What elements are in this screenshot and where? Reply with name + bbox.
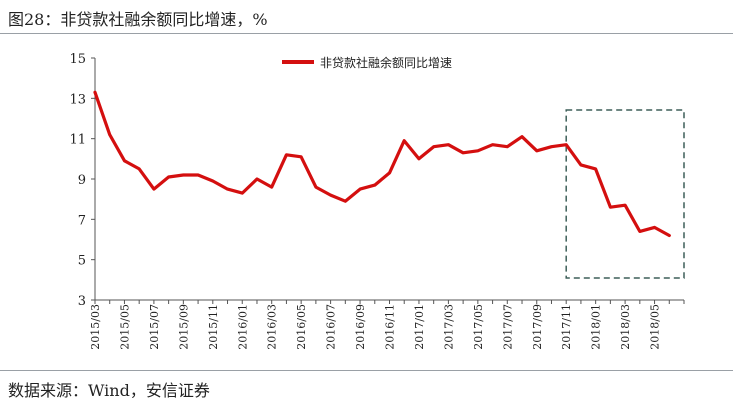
data-point [300, 155, 303, 158]
data-point [638, 230, 641, 233]
x-tick-label: 2018/03 [619, 304, 632, 350]
data-point [565, 143, 568, 146]
y-tick-label: 7 [78, 213, 86, 228]
title-divider [0, 33, 733, 34]
x-tick-label: 2015/03 [89, 304, 102, 350]
x-tick-label: 2016/05 [295, 304, 308, 350]
x-tick-label: 2017/01 [413, 304, 426, 350]
data-point [462, 151, 465, 154]
series-lines [93, 90, 671, 238]
data-point [226, 188, 229, 190]
chart-axes [91, 57, 685, 304]
data-point [285, 153, 288, 156]
data-point [550, 145, 553, 148]
data-point [506, 145, 509, 148]
legend-label: 非贷款社融余额同比增速 [320, 55, 452, 70]
data-point [270, 186, 273, 188]
data-point [197, 174, 199, 176]
data-point [403, 139, 406, 142]
data-point [182, 174, 185, 176]
data-point [108, 133, 111, 136]
x-tick-label: 2015/11 [207, 304, 220, 350]
data-point [653, 226, 656, 229]
data-point [94, 91, 96, 94]
y-tick-labels: 3 5 7 9 11 13 15 [69, 52, 86, 309]
data-point [432, 145, 435, 148]
data-point [314, 186, 317, 188]
data-point [388, 172, 391, 174]
data-point [211, 180, 214, 182]
data-point [580, 163, 582, 166]
x-tick-labels: 2015/03 2015/05 2015/07 2015/09 2015/11 2016/… [89, 304, 662, 350]
data-point [167, 176, 170, 178]
series-line [93, 90, 671, 238]
data-point [153, 188, 155, 190]
x-tick-label: 2017/07 [501, 304, 514, 350]
x-tick-label: 2015/05 [118, 304, 131, 350]
data-point [344, 200, 347, 203]
y-tick-label: 5 [78, 254, 86, 269]
data-point [609, 206, 612, 209]
x-tick-label: 2015/09 [177, 304, 190, 350]
data-point [491, 143, 494, 146]
y-tick-label: 9 [78, 173, 86, 188]
data-point [521, 135, 523, 138]
data-point [476, 149, 479, 152]
figure-title: 图28：非贷款社融余额同比增速，% [8, 10, 268, 29]
x-tick-label: 2016/09 [354, 304, 367, 350]
data-point [535, 149, 538, 152]
data-source-note: 数据来源：Wind，安信证券 [8, 381, 210, 400]
data-point [418, 157, 420, 160]
legend: 非贷款社融余额同比增速 [282, 55, 452, 70]
x-tick-label: 2018/05 [649, 304, 662, 350]
data-point [668, 234, 671, 237]
y-tick-label: 11 [69, 133, 86, 148]
data-point [138, 168, 141, 170]
data-point [329, 194, 332, 197]
x-tick-label: 2017/11 [560, 304, 573, 350]
data-point [123, 159, 126, 162]
x-tick-label: 2016/03 [266, 304, 279, 350]
y-tick-label: 15 [69, 52, 86, 67]
x-tick-label: 2018/01 [590, 304, 603, 350]
data-point [594, 168, 597, 170]
data-point [624, 204, 626, 207]
x-tick-label: 2017/05 [472, 304, 485, 350]
data-point [241, 192, 244, 195]
highlight-box [565, 109, 685, 279]
y-tick-label: 3 [78, 294, 86, 309]
data-point [359, 188, 361, 190]
x-tick-label: 2017/09 [531, 304, 544, 350]
source-divider [0, 370, 733, 371]
data-point [256, 178, 258, 180]
highlight-box-layer [565, 109, 685, 279]
x-tick-label: 2016/11 [384, 304, 397, 350]
x-tick-label: 2016/07 [325, 304, 338, 350]
x-tick-label: 2015/07 [148, 304, 161, 350]
y-tick-label: 13 [69, 92, 86, 107]
x-tick-label: 2016/01 [236, 304, 249, 350]
x-tick-label: 2017/03 [442, 304, 455, 350]
data-point [447, 143, 450, 146]
data-point [373, 184, 376, 186]
